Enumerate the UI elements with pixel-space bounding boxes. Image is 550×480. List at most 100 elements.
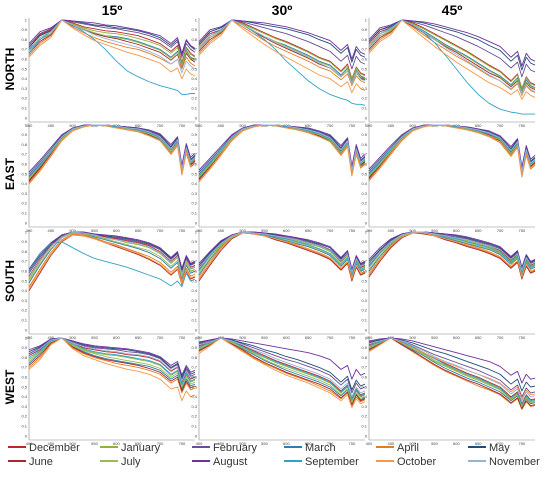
column-label: 45º — [442, 2, 463, 18]
x-tick-label: 750 — [179, 335, 186, 340]
x-tick-label: 600 — [283, 441, 290, 446]
y-tick-label: 0.3 — [21, 298, 27, 303]
y-tick-label: 0.3 — [191, 298, 197, 303]
y-tick-label: 0.6 — [361, 269, 367, 274]
legend-item: January — [100, 442, 161, 454]
x-tick-label: 500 — [409, 335, 416, 340]
y-tick-label: 0.4 — [191, 76, 197, 81]
y-tick-label: 0.3 — [191, 191, 197, 196]
y-tick-label: 0.8 — [191, 355, 197, 360]
y-tick-label: 0.3 — [21, 86, 27, 91]
series-line-october — [198, 232, 366, 280]
y-tick-label: 0.8 — [191, 249, 197, 254]
y-tick-label: 0.9 — [21, 132, 27, 137]
x-tick-label: 700 — [157, 335, 164, 340]
x-tick-label: 700 — [157, 228, 164, 233]
legend-item: May — [468, 442, 510, 454]
series-line-march — [28, 337, 196, 390]
y-tick-label: 0.6 — [21, 57, 27, 62]
y-tick-label: 0.9 — [21, 345, 27, 350]
x-tick-label: 550 — [431, 123, 438, 128]
x-tick-label: 450 — [47, 335, 54, 340]
series-line-february — [198, 337, 366, 394]
y-tick-label: 0 — [25, 115, 28, 120]
y-tick-label: 0.6 — [361, 57, 367, 62]
y-tick-label: 0.9 — [361, 345, 367, 350]
y-tick-label: 0.3 — [361, 298, 367, 303]
legend-item: August — [192, 456, 247, 468]
x-tick-label: 400 — [26, 335, 33, 340]
y-tick-label: 0.8 — [191, 37, 197, 42]
y-tick-label: 0.7 — [191, 152, 197, 157]
y-tick-label: 0.2 — [21, 414, 27, 419]
y-tick-label: 1 — [195, 229, 198, 234]
y-tick-label: 0.6 — [361, 375, 367, 380]
y-tick-label: 0.2 — [361, 201, 367, 206]
y-tick-label: 0.8 — [361, 37, 367, 42]
y-tick-label: 0.2 — [191, 414, 197, 419]
x-tick-label: 750 — [179, 441, 186, 446]
x-tick-label: 650 — [305, 335, 312, 340]
y-tick-label: 0.2 — [21, 96, 27, 101]
x-tick-label: 450 — [47, 441, 54, 446]
series-line-october — [28, 124, 196, 184]
y-tick-label: 0.6 — [191, 57, 197, 62]
y-tick-label: 0.6 — [21, 162, 27, 167]
legend-label: May — [489, 442, 510, 454]
series-line-august — [28, 231, 196, 270]
series-line-may — [368, 337, 536, 392]
y-tick-label: 0.8 — [21, 37, 27, 42]
y-tick-label: 0.8 — [21, 249, 27, 254]
y-tick-label: 0.4 — [191, 288, 197, 293]
series-line-july — [368, 231, 536, 275]
y-tick-label: 1 — [25, 229, 28, 234]
series-line-october — [368, 232, 536, 278]
legend-label: November — [489, 456, 540, 468]
y-tick-label: 0.7 — [21, 365, 27, 370]
row-label: WEST — [3, 369, 17, 404]
series-line-november — [28, 231, 196, 278]
x-tick-label: 550 — [91, 335, 98, 340]
x-tick-label: 500 — [69, 228, 76, 233]
y-tick-label: 0.5 — [21, 384, 27, 389]
x-tick-label: 700 — [327, 441, 334, 446]
series-line-august — [198, 124, 366, 171]
y-tick-label: 0.2 — [21, 201, 27, 206]
y-tick-label: 0.1 — [191, 211, 197, 216]
y-tick-label: 0.4 — [21, 288, 27, 293]
y-tick-label: 0.8 — [361, 249, 367, 254]
y-tick-label: 0.8 — [191, 142, 197, 147]
legend-item: March — [284, 442, 336, 454]
series-line-june — [198, 337, 366, 406]
y-tick-label: 0.7 — [361, 47, 367, 52]
column-label: 15º — [102, 2, 123, 18]
y-tick-label: 0.6 — [191, 162, 197, 167]
x-tick-label: 750 — [179, 228, 186, 233]
x-tick-label: 700 — [157, 123, 164, 128]
x-tick-label: 700 — [497, 123, 504, 128]
series-line-july — [28, 232, 196, 282]
series-line-april — [28, 233, 196, 288]
series-line-november — [368, 19, 536, 95]
x-tick-label: 400 — [196, 123, 203, 128]
y-tick-label: 0.2 — [191, 308, 197, 313]
x-tick-label: 600 — [113, 123, 120, 128]
x-tick-label: 550 — [431, 441, 438, 446]
y-tick-label: 0.7 — [361, 152, 367, 157]
series-line-july — [198, 231, 366, 277]
y-tick-label: 0.1 — [361, 106, 367, 111]
x-tick-label: 400 — [26, 123, 33, 128]
y-tick-label: 0.6 — [21, 375, 27, 380]
y-tick-label: 0.4 — [191, 181, 197, 186]
x-tick-label: 600 — [283, 335, 290, 340]
series-line-august — [198, 231, 366, 270]
x-tick-label: 450 — [217, 335, 224, 340]
legend-label: September — [305, 456, 359, 468]
x-tick-label: 750 — [519, 228, 526, 233]
legend-item: February — [192, 442, 258, 454]
y-tick-label: 0.5 — [361, 171, 367, 176]
series-line-november — [198, 124, 366, 174]
